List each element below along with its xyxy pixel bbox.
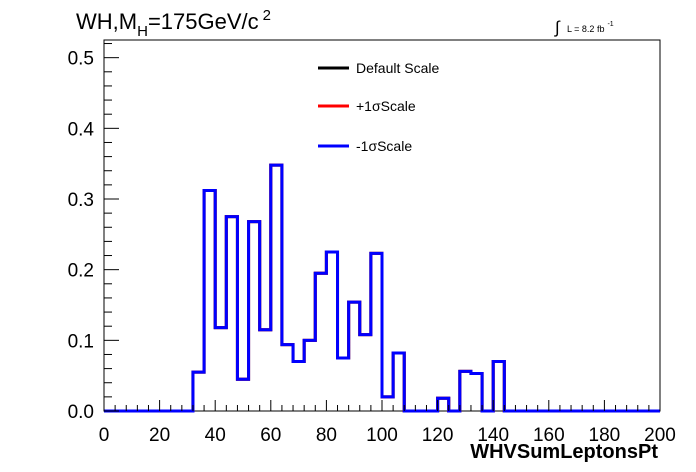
x-tick-label: 40	[205, 425, 226, 446]
x-tick-label: 180	[589, 425, 621, 446]
x-tick-label: 80	[316, 425, 337, 446]
x-tick-label: 120	[422, 425, 454, 446]
y-tick-label: 0.1	[68, 331, 94, 352]
x-tick-label: 20	[149, 425, 170, 446]
legend-label-plus1sigma: +1σScale	[356, 98, 416, 114]
x-tick-label: 200	[644, 425, 676, 446]
chart-title: WH,MH=175GeV/c 2	[76, 7, 271, 40]
y-axis: 0.0 0.1 0.2 0.3 0.4 0.5	[68, 43, 119, 423]
y-tick-label: 0.2	[68, 261, 94, 282]
lumi-integral: ∫	[554, 18, 561, 37]
legend-label-minus1sigma: -1σScale	[356, 138, 412, 154]
x-axis-label: WHVSumLeptonsPt	[470, 441, 658, 463]
x-axis: 0 20 40 60 80 100 120 140 160 180 200	[99, 400, 676, 446]
y-tick-label: 0.0	[68, 402, 94, 423]
lumi-label: L = 8.2 fb -1	[567, 21, 614, 34]
legend-label-default: Default Scale	[356, 60, 439, 76]
x-tick-label: 160	[533, 425, 565, 446]
x-tick-label: 60	[260, 425, 281, 446]
legend: Default Scale +1σScale -1σScale	[318, 60, 439, 154]
series-layer	[104, 163, 660, 413]
x-tick-label: 100	[366, 425, 398, 446]
x-tick-label: 0	[99, 425, 110, 446]
series-minus1sigma-line	[104, 163, 660, 413]
x-tick-label: 140	[477, 425, 509, 446]
y-tick-label: 0.4	[68, 119, 95, 140]
y-tick-label: 0.3	[68, 190, 94, 211]
y-tick-label: 0.5	[68, 49, 94, 70]
